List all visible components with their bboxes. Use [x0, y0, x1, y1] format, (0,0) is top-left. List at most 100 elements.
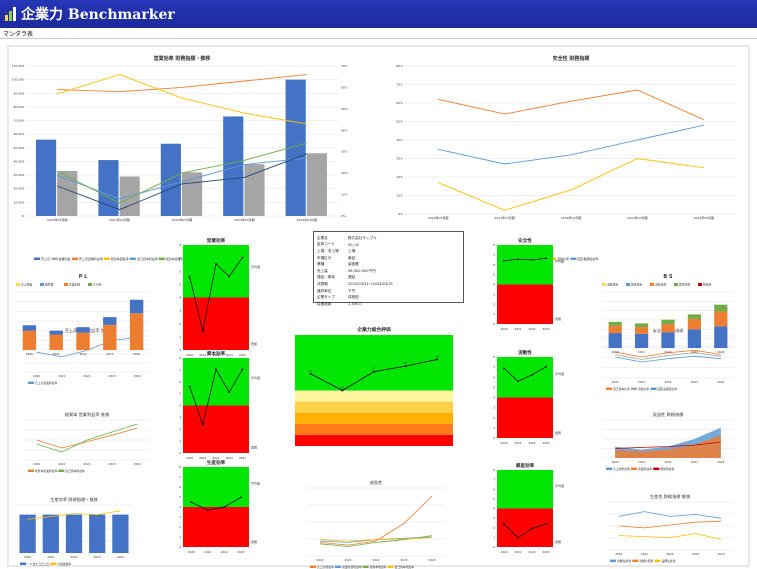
- legend-label: 自己資本増加率: [395, 565, 415, 569]
- legend-swatch: [674, 283, 678, 286]
- data-point: [545, 365, 547, 368]
- info-row: 市場区分 東証: [317, 255, 460, 262]
- legend-swatch: [103, 257, 110, 260]
- x-tick-label: 2022: [664, 380, 671, 384]
- y-tick-label: 5: [179, 495, 181, 499]
- good-zone: [183, 467, 249, 507]
- info-row: 企業名 株式会社サンプル: [317, 235, 460, 242]
- mini-pl-chart: P L 売上原価 販管費 営業利益 その他 2020 2021 2022 2023 2024: [16, 274, 150, 356]
- stack-segment: [22, 330, 37, 350]
- legend-label: 流動比率: [557, 256, 569, 261]
- data-point: [215, 263, 217, 265]
- stack-segment: [49, 334, 63, 350]
- growth-chart-chart: 成長性 2020 2021 2022 2023 2024 売上高増加率 営業利益増加率 総資本増…: [306, 479, 446, 569]
- y-tick-label: 1: [179, 535, 181, 539]
- x-tick-label: 2021: [514, 327, 521, 331]
- legend-label: 流動負債: [655, 283, 666, 287]
- x-tick-label: 2022: [212, 456, 219, 460]
- safety-main-chart: 安全性 財務指標 0% 10% 20% 30% 40% 50% 60% 70% 80% 2020年0…: [396, 55, 737, 261]
- y-tick-label: 5: [179, 282, 181, 286]
- y-tick-label: 4: [493, 283, 495, 287]
- legend-label: 総資本回転率: [111, 256, 129, 261]
- legend-swatch: [28, 381, 34, 384]
- mini-trend-3-chart: 生産効率 財務指標・推移 2020 2021 2022 2023 2024 一人当たり売上高…: [16, 496, 132, 566]
- x-tick-label: 2020: [612, 460, 619, 464]
- bar: [89, 514, 106, 553]
- x-tick-label: 2020: [612, 350, 619, 354]
- y-tick-label: 4: [179, 296, 181, 300]
- x-tick-label: 2023年03月期: [627, 215, 647, 220]
- series-line: [27, 510, 121, 520]
- legend-label: 固定負債: [679, 283, 690, 287]
- x-tick-label: 2021年03月期: [109, 217, 129, 222]
- y-tick-label: 20%: [396, 175, 403, 179]
- x-tick-label: 2021: [199, 353, 206, 357]
- y-tick-label: 30,000: [14, 173, 25, 177]
- y-tick-label: 60%: [396, 101, 403, 105]
- y-tick-label: 8: [179, 356, 181, 360]
- y-tick-label: 80%: [396, 64, 403, 68]
- x-tick-label: 2022: [79, 352, 86, 356]
- info-value: 96,000,000千円: [348, 268, 376, 273]
- x-tick-label: 2020: [188, 550, 195, 554]
- data-point: [545, 257, 547, 260]
- x-tick-label: 2021: [58, 462, 65, 466]
- y2-tick-label: 10%: [341, 193, 348, 197]
- data-label: 50: [340, 386, 344, 390]
- x-tick-label: 2021: [204, 550, 211, 554]
- info-row: 業種 製造業: [317, 261, 460, 268]
- x-tick-label: 2023: [400, 558, 407, 562]
- series-line: [57, 74, 307, 125]
- y-tick-label: 4: [493, 507, 495, 511]
- dashboard-canvas: 営業効率 財務指標・推移 0 10,000 20,000 30,000 40,000 50,…: [7, 45, 750, 569]
- legend-swatch: [129, 257, 136, 260]
- x-tick-label: 2020: [33, 374, 40, 378]
- y-tick-label: 0: [493, 545, 495, 549]
- y-tick-label: 7: [493, 365, 495, 369]
- y-tick-label: 4: [179, 505, 181, 509]
- chart-title: 営業効率: [207, 237, 226, 244]
- series-line: [438, 124, 704, 165]
- x-tick-label: 2024年03月期: [694, 215, 714, 220]
- y-tick-label: 7: [493, 478, 495, 482]
- data-point: [241, 368, 244, 371]
- info-label: 連結／単体: [317, 275, 335, 280]
- x-tick-label: 2021: [638, 460, 645, 464]
- y-tick-label: 3: [493, 292, 495, 296]
- legend-swatch: [34, 257, 40, 260]
- legend-swatch: [550, 257, 557, 260]
- y-tick-label: 70,000: [14, 119, 25, 123]
- x-tick-label: 2023: [542, 327, 549, 331]
- legend-label: 固定長期適合率: [658, 387, 678, 391]
- chart-title: 企業力総合評価: [357, 326, 391, 333]
- data-label: 78: [435, 354, 439, 358]
- info-value: 上場: [348, 248, 356, 253]
- legend-label: 売上高営業利益率: [79, 256, 103, 261]
- y-tick-label: 2: [493, 302, 495, 306]
- score-line: [191, 497, 241, 511]
- zone-label: 平均値: [555, 258, 564, 263]
- legend-swatch: [630, 467, 637, 470]
- data-point: [215, 368, 217, 371]
- info-label: 通貨単位: [317, 288, 332, 293]
- series-line: [56, 142, 307, 204]
- zone-label: 平均値: [251, 481, 260, 486]
- zone-label: 危険: [555, 539, 561, 544]
- stack-segment: [76, 327, 90, 333]
- legend-label: 営業利益: [59, 256, 71, 261]
- legend-label: 固定長期適合率: [578, 256, 599, 261]
- legend-label: 売上高: [41, 256, 50, 261]
- stack-segment: [635, 333, 649, 348]
- y-tick-label: 10%: [396, 194, 403, 198]
- stack-segment: [687, 314, 701, 319]
- y-tick-label: 80,000: [14, 105, 25, 109]
- good-zone: [183, 358, 249, 406]
- series-line: [319, 537, 433, 542]
- legend-label: 自己資本利益率: [137, 256, 158, 261]
- x-tick-label: 2021: [344, 558, 351, 562]
- data-label: 65: [309, 369, 313, 373]
- chart-title: P L: [79, 274, 88, 280]
